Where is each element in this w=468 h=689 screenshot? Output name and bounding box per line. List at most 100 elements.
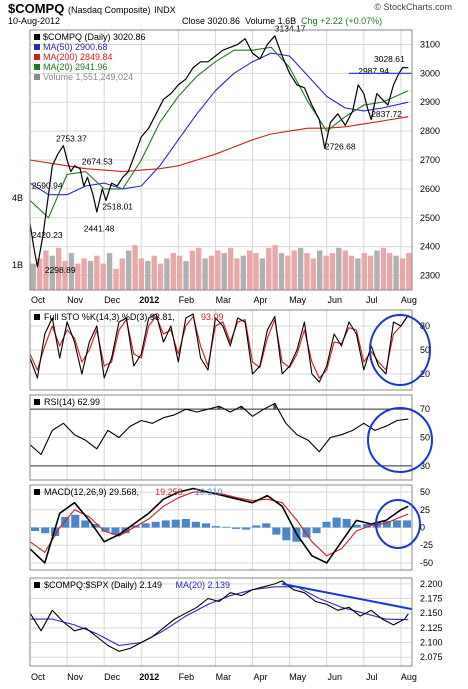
month-label: Aug [401,672,417,682]
volume-bar [367,255,374,290]
month-label: 2012 [139,295,159,305]
price-annotation: 2518.01 [102,202,133,212]
macd-histogram-bar [362,524,371,528]
sto-y-tick-label: 50 [420,345,430,355]
macd-y-tick-label: -25 [420,540,433,550]
month-label: Jul [366,672,378,682]
macd-histogram-bar [272,527,281,535]
macd-histogram-bar [392,520,401,528]
quote-summary: Close 3020.86 Volume 1.6B Chg +2.22 (+0.… [182,16,382,26]
chart-header: $COMPQ (Nasdaq Composite) INDX 10-Aug-20… [0,0,468,28]
volume-bar [132,245,138,290]
macd-highlight-circle [375,499,421,549]
sto-frame [29,309,413,391]
volume-bar [81,258,87,290]
macd-y-tick-label: 50 [420,487,430,497]
sto-y-tick-label: 80 [420,321,430,331]
macd-histogram-bar [61,516,70,528]
macd-legend-label: 19.258, [155,487,185,497]
price-legend-swatch [34,34,40,40]
macd-histogram-bar [382,521,391,528]
price-legend-label: MA(20) 2941.96 [43,62,108,72]
price-y-tick-label: 2500 [420,213,440,223]
volume-bar [151,255,157,290]
volume-bar [361,253,367,290]
macd-y-tick-label: -50 [420,558,433,568]
volume-bar [126,250,132,290]
volume-bar [278,253,285,290]
ratio-y-tick-label: 2.100 [420,638,443,648]
month-label: Jul [366,295,378,305]
price-annotation: 2726.68 [325,141,356,151]
sto-legend-label: Full STO %K(14,3) %D(3) 93.81, [44,312,175,322]
volume-bar [157,263,164,290]
price-y-tick-label: 2600 [420,184,440,194]
price-y-tick-label: 2900 [420,97,440,107]
macd-histogram-bar [191,521,200,528]
volume-bar [30,263,36,290]
volume-bar [113,268,119,290]
stockcharts-credit: © StockCharts.com [374,2,452,12]
volume-bar [68,253,75,290]
month-label: Oct [31,672,46,682]
price-annotation: 2837.72 [371,109,402,119]
ratio-y-tick-label: 2.175 [420,594,443,604]
volume-bar [75,263,81,290]
volume-bar [317,250,323,290]
macd-histogram-bar [342,519,351,528]
ratio-y-tick-label: 2.075 [420,652,443,662]
price-annotation: 2590.94 [32,181,63,191]
macd-y-tick-label: 0 [420,523,425,533]
rsi-frame [29,394,413,481]
volume-bar [323,255,329,290]
volume-bar [138,258,145,290]
ratio-series-ma-20- [30,586,409,647]
volume-bar [183,261,189,290]
ratio-y-tick-label: 2.125 [420,623,443,633]
macd-histogram-bar [71,514,80,528]
macd-histogram-bar [402,520,411,528]
volume-bar [215,250,221,290]
macd-histogram-bar [232,527,241,529]
macd-histogram-bar [91,524,100,528]
rsi-series-rsi-14- [29,402,409,456]
month-label: Feb [179,672,195,682]
macd-histogram-bar [242,527,251,530]
macd-histogram-bar [322,521,331,528]
volume-bar [164,258,170,290]
ratio-legend-label: MA(20) 2.139 [176,580,231,590]
price-legend-label: MA(200) 2849.84 [43,52,113,62]
chart-title: $COMPQ (Nasdaq Composite) INDX [8,1,176,16]
volume-bar [87,261,94,290]
price-y-tick-label: 3000 [420,68,440,78]
volume-bar [399,258,406,290]
volume-bar [266,247,272,290]
ratio-y-tick-label: 2.200 [420,579,443,589]
volume-bar [348,255,355,290]
sto-series--k [29,313,409,383]
volume-bar [49,255,55,290]
macd-histogram-bar [51,527,60,536]
volume-bar [234,258,240,290]
macd-histogram-bar [211,526,220,528]
volume-bar [202,258,208,290]
price-frame [29,29,413,291]
price-y-tick-label: 2400 [420,242,440,252]
change-value: Chg +2.22 (+0.07%) [301,16,383,26]
volume-axis-label: 4B [12,193,23,203]
macd-histogram-bar [312,527,321,534]
month-label: Oct [31,295,46,305]
volume-bar [36,258,43,290]
volume-bar [259,258,266,290]
month-label: Nov [67,672,84,682]
macd-histogram-bar [282,527,291,541]
ratio-trendline [282,582,413,611]
sto-legend-swatch [34,314,40,320]
volume-bar [291,250,297,290]
month-label: Nov [67,295,84,305]
price-y-tick-label: 2300 [420,271,440,281]
ratio-legend-swatch [34,582,40,588]
macd-histogram-bar [101,527,110,532]
volume-bar [304,253,310,290]
month-label: Mar [216,672,232,682]
